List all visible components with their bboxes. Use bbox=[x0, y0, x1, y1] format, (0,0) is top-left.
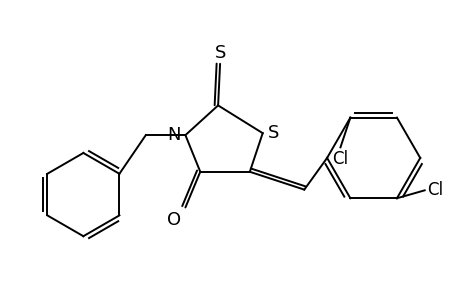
Text: N: N bbox=[167, 126, 180, 144]
Text: O: O bbox=[167, 212, 181, 230]
Text: Cl: Cl bbox=[426, 181, 442, 199]
Text: Cl: Cl bbox=[332, 150, 348, 168]
Text: S: S bbox=[214, 44, 225, 62]
Text: S: S bbox=[267, 124, 279, 142]
